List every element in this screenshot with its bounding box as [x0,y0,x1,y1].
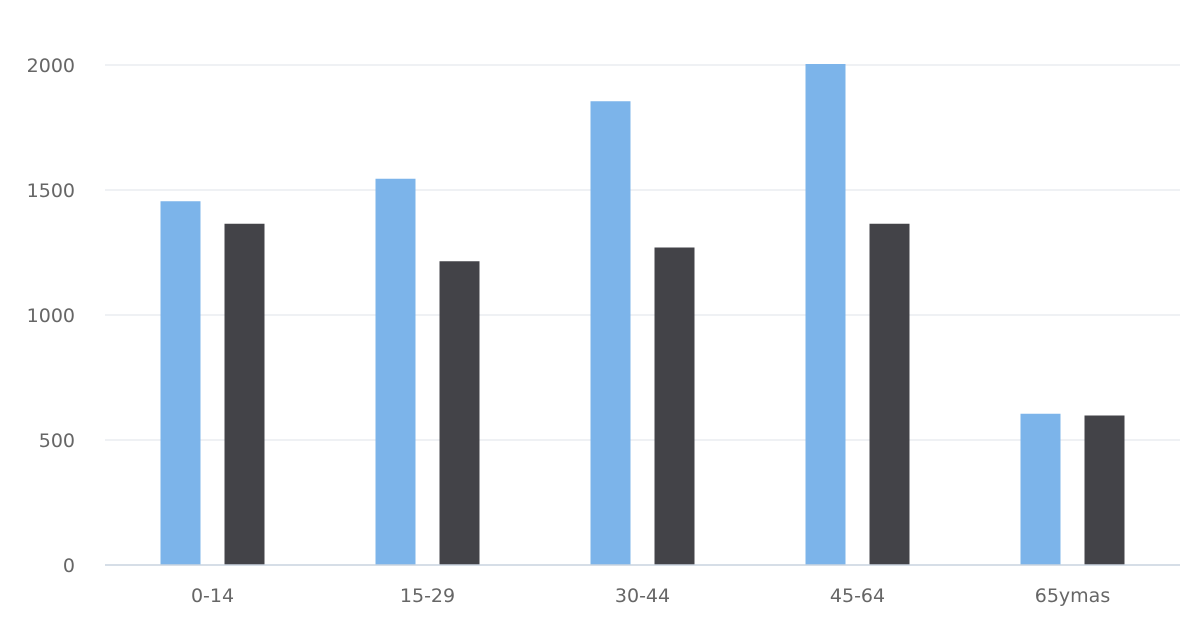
bar-series-2-65ymas[interactable] [1084,415,1125,566]
bars [160,64,1125,566]
gridlines [105,64,1180,441]
bar-series-2-0-14[interactable] [224,223,265,565]
bar-series-1-65ymas[interactable] [1020,413,1061,565]
x-tick-label: 45-64 [830,585,885,607]
y-tick-label: 1500 [27,180,75,202]
bar-series-2-15-29[interactable] [439,261,480,565]
y-tick-label: 2000 [27,55,75,77]
bar-series-2-30-44[interactable] [654,247,695,566]
bar-series-1-0-14[interactable] [160,201,201,565]
y-tick-label: 1000 [27,305,75,327]
y-axis-ticks: 0 500 1000 1500 2000 [27,55,75,577]
x-tick-label: 0-14 [191,585,234,607]
x-axis-ticks: 0-14 15-29 30-44 45-64 65ymas [191,585,1110,607]
x-tick-label: 15-29 [400,585,455,607]
bar-series-1-15-29[interactable] [375,178,416,565]
bar-series-1-30-44[interactable] [590,101,631,565]
bar-series-1-45-64[interactable] [805,64,846,565]
y-tick-label: 500 [39,430,75,452]
y-tick-label: 0 [63,555,75,577]
bar-series-2-45-64[interactable] [869,223,910,565]
x-tick-label: 65ymas [1035,585,1110,607]
x-tick-label: 30-44 [615,585,670,607]
